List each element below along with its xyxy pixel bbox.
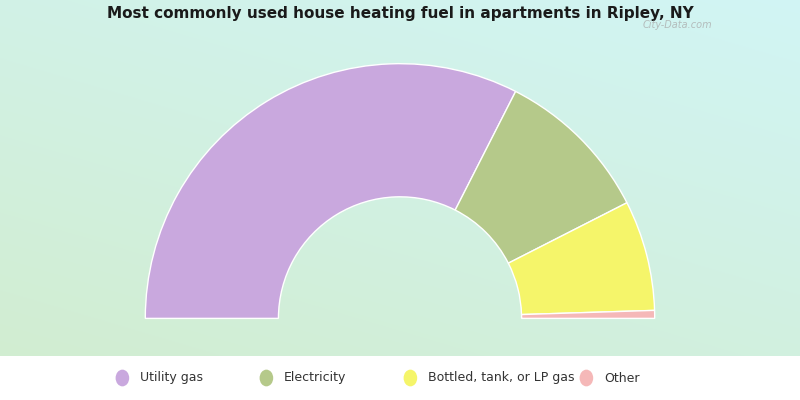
Text: Most commonly used house heating fuel in apartments in Ripley, NY: Most commonly used house heating fuel in… <box>106 6 694 21</box>
Text: Bottled, tank, or LP gas: Bottled, tank, or LP gas <box>428 372 574 384</box>
Wedge shape <box>146 64 516 318</box>
Ellipse shape <box>404 370 418 386</box>
Wedge shape <box>455 92 627 263</box>
Text: City-Data.com: City-Data.com <box>643 20 713 30</box>
Ellipse shape <box>579 370 593 386</box>
Text: Utility gas: Utility gas <box>140 372 203 384</box>
Ellipse shape <box>115 370 129 386</box>
Ellipse shape <box>259 370 274 386</box>
Text: Other: Other <box>604 372 639 384</box>
Wedge shape <box>508 203 654 314</box>
Wedge shape <box>522 310 654 318</box>
Text: Electricity: Electricity <box>284 372 346 384</box>
